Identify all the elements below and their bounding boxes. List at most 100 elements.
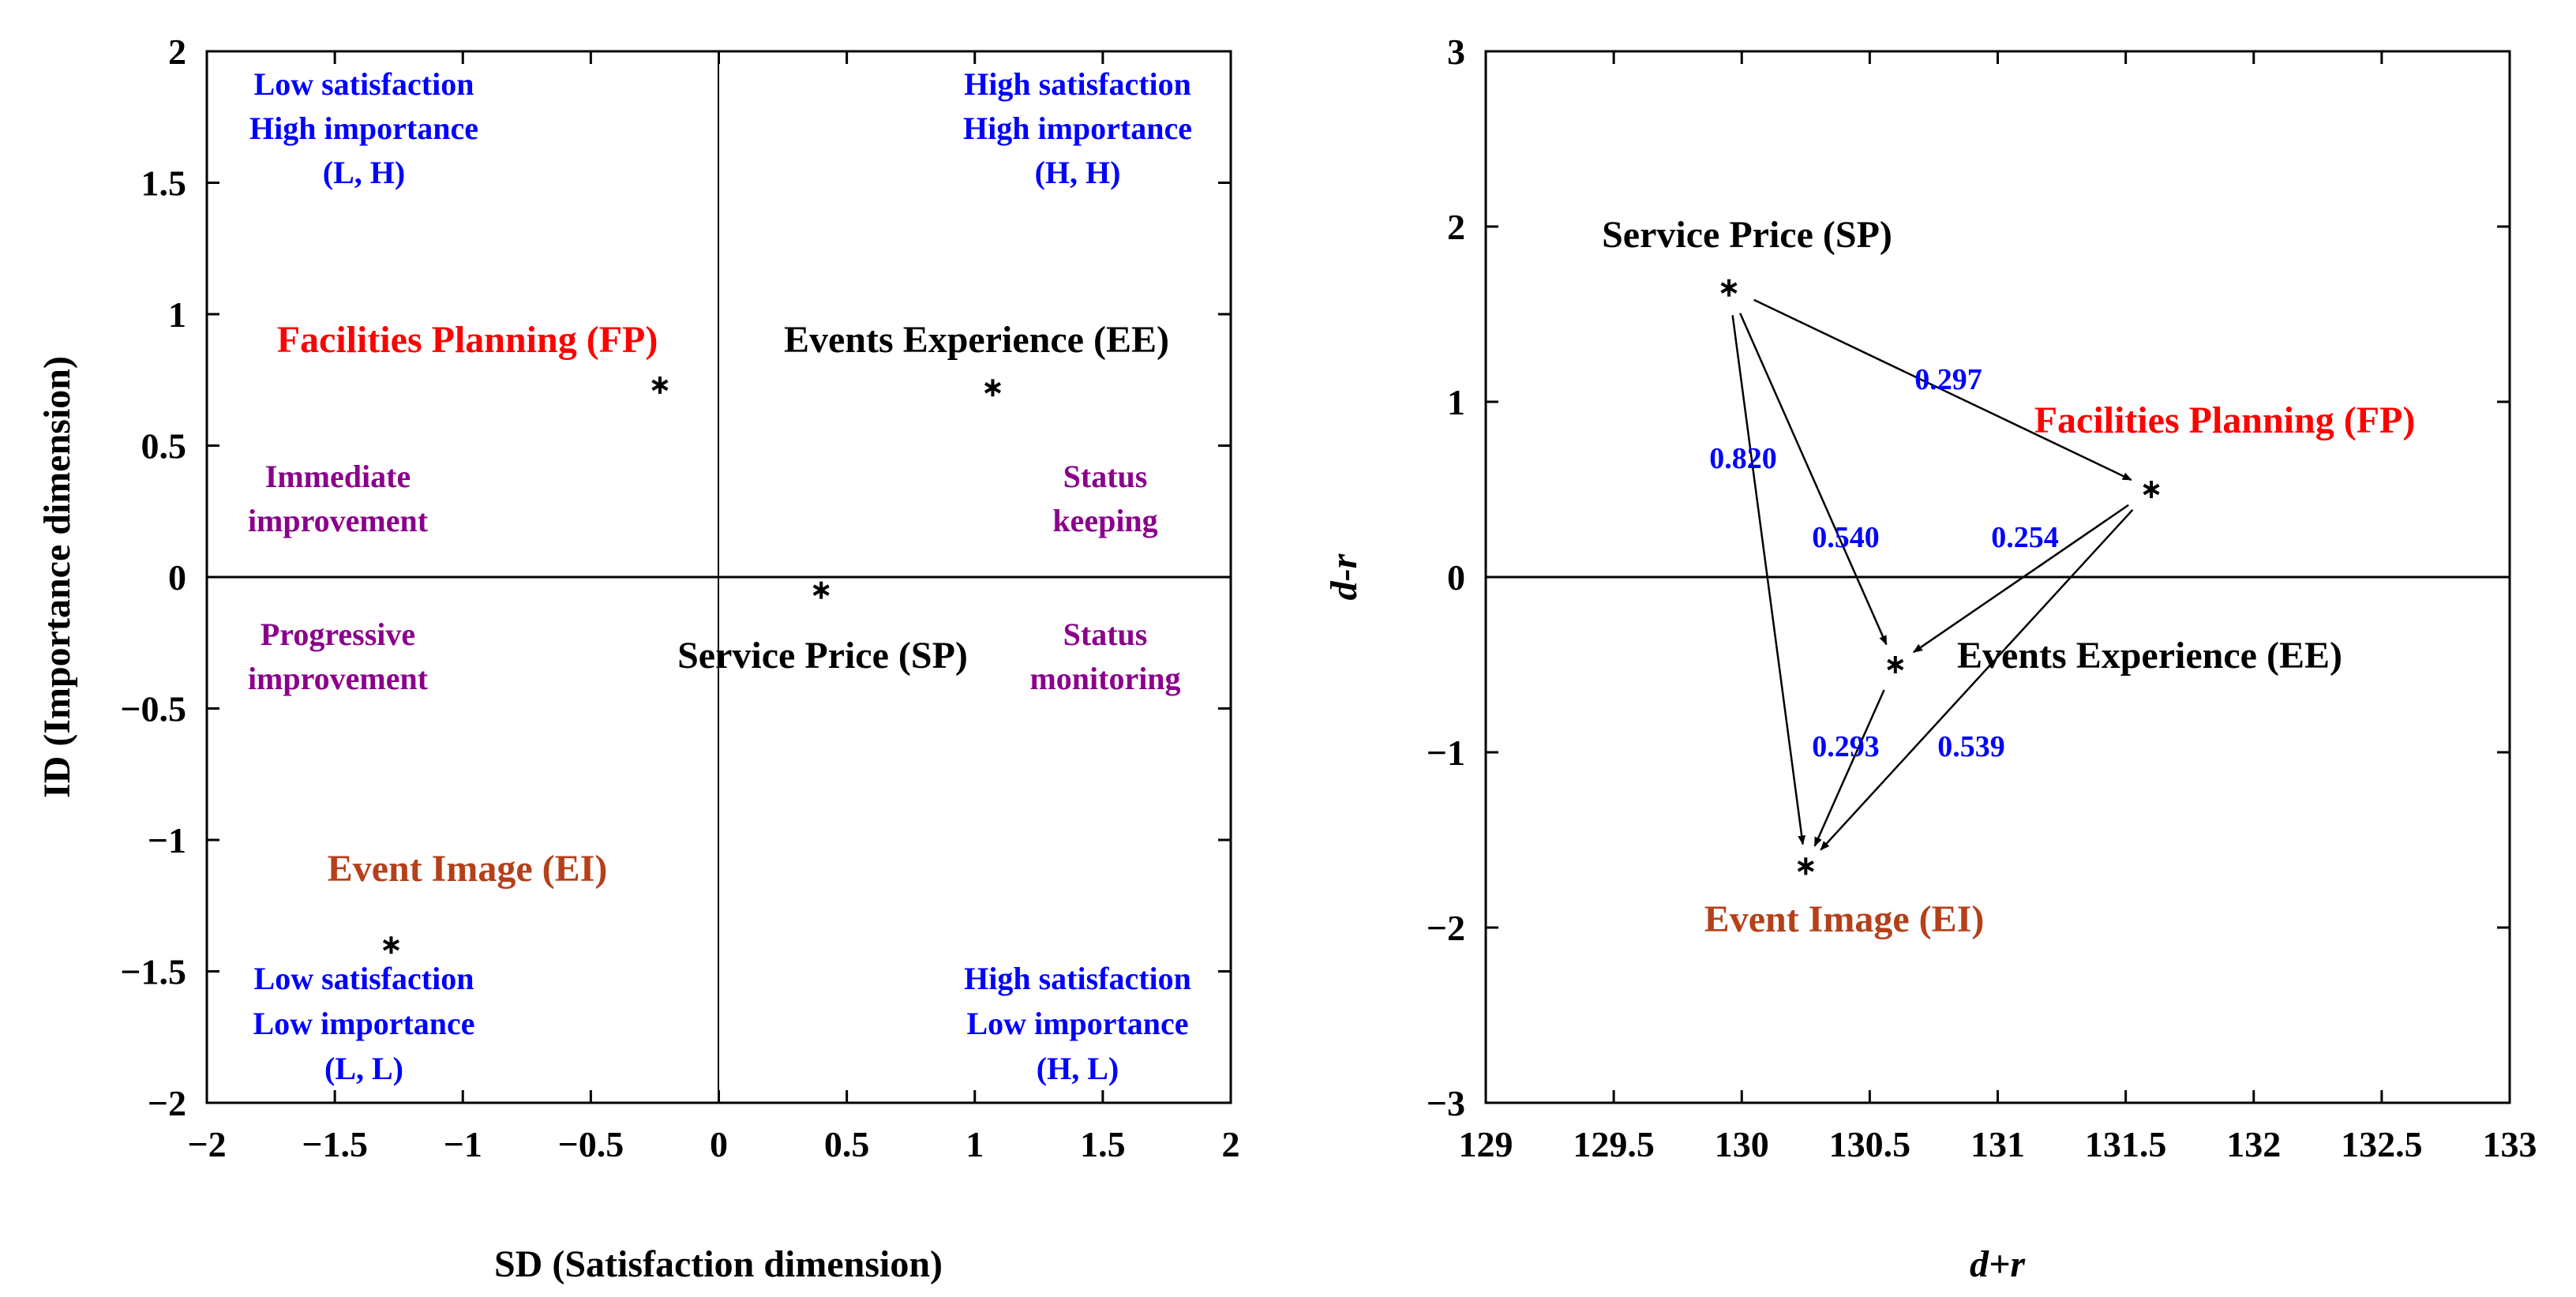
weight-label-sp-ee: 0.540 <box>1812 521 1880 554</box>
x-tick-labels: −2 −1.5 −1 −0.5 0 0.5 1 1.5 2 <box>187 1124 1239 1164</box>
x-tick-label: 0.5 <box>824 1124 870 1164</box>
quadrant-bottom-right: High satisfaction Low importance (H, L) <box>964 961 1191 1086</box>
y-tick-label: 1 <box>168 294 186 335</box>
y-tick-label: −1 <box>148 820 186 860</box>
quadrant-text: (L, H) <box>323 155 405 190</box>
weight-label-fp-ee: 0.254 <box>1991 521 2059 554</box>
data-point-marker <box>382 936 399 954</box>
x-tick-label: 0 <box>710 1124 728 1164</box>
x-tick-label: 130 <box>1715 1124 1769 1164</box>
influence-arrows <box>1731 298 2134 851</box>
arrow-ee-ei <box>1813 689 1885 847</box>
arrow-fp-ei <box>1820 508 2134 851</box>
y-tick-label: −1 <box>1427 733 1465 773</box>
x-tick-label: 129.5 <box>1573 1124 1655 1164</box>
quadrant-text: (L, L) <box>324 1051 403 1086</box>
quadrant-text: High satisfaction <box>964 66 1191 102</box>
quadrant-bottom-left: Low satisfaction Low importance (L, L) <box>253 961 474 1086</box>
weight-label-sp-fp: 0.297 <box>1914 363 1982 396</box>
data-point-marker <box>1720 279 1738 297</box>
weight-label-fp-ei: 0.539 <box>1937 730 2005 763</box>
y-tick-labels: 2 1.5 1 0.5 0 −0.5 −1 −1.5 −2 <box>120 32 186 1123</box>
weight-label-sp-ei: 0.820 <box>1709 442 1777 475</box>
y-tick-label: −3 <box>1427 1083 1465 1123</box>
x-tick-label: 131.5 <box>2085 1124 2167 1164</box>
weight-labels: 0.297 0.820 0.540 0.254 0.293 0.539 <box>1709 363 2059 763</box>
data-point-marker <box>1887 656 1904 673</box>
data-point-marker <box>2143 481 2160 498</box>
quadrant-text: Low importance <box>966 1006 1188 1041</box>
quadrant-text: High importance <box>249 111 478 146</box>
y-tick-label: −0.5 <box>120 689 186 729</box>
y-tick-label: 0.5 <box>141 426 187 467</box>
y-axis-label: d-r <box>1323 553 1365 600</box>
quadrant-text: (H, L) <box>1037 1051 1119 1086</box>
y-tick-labels: 3 2 1 0 −1 −2 −3 <box>1427 32 1465 1123</box>
arrow-fp-ee <box>1913 504 2129 654</box>
data-point-marker <box>812 581 830 599</box>
data-point-marker <box>651 376 669 394</box>
x-tick-label: 133 <box>2483 1124 2537 1164</box>
y-tick-label: 0 <box>168 557 186 598</box>
y-tick-label: 2 <box>168 32 186 72</box>
x-tick-label: 132 <box>2226 1124 2281 1164</box>
y-tick-label: −1.5 <box>120 952 186 992</box>
strategy-text: keeping <box>1052 503 1157 538</box>
strategy-text: improvement <box>248 661 429 696</box>
x-tick-labels: 129 129.5 130 130.5 131 131.5 132 132.5 133 <box>1459 1124 2537 1164</box>
point-labels: Service Price (SP) Facilities Planning (… <box>1602 214 2415 940</box>
quadrant-top-left: Low satisfaction High importance (L, H) <box>249 66 478 190</box>
y-tick-label: 0 <box>1447 557 1465 598</box>
point-label-ei: Event Image (EI) <box>1704 898 1985 940</box>
y-tick-label: −2 <box>148 1083 186 1123</box>
point-label-sp: Service Price (SP) <box>1602 214 1892 256</box>
x-tick-label: −0.5 <box>558 1124 624 1164</box>
quadrant-text: High satisfaction <box>964 961 1191 996</box>
x-tick-label: 2 <box>1222 1124 1240 1164</box>
x-axis-label: SD (Satisfaction dimension) <box>494 1243 943 1285</box>
point-label-ee: Events Experience (EE) <box>784 319 1169 361</box>
y-axis-label: ID (Importance dimension) <box>36 356 78 798</box>
y-tick-label: 1 <box>1447 382 1465 422</box>
x-tick-label: 131 <box>1970 1124 2025 1164</box>
point-label-sp: Service Price (SP) <box>677 635 968 677</box>
x-tick-label: 130.5 <box>1829 1124 1911 1164</box>
tick-marks <box>1484 50 2511 1104</box>
data-points <box>1720 279 2160 875</box>
y-tick-label: 1.5 <box>141 163 187 204</box>
data-points <box>382 376 1001 954</box>
strategy-text: Status <box>1063 459 1148 494</box>
weight-label-ee-ei: 0.293 <box>1812 730 1880 763</box>
strategy-text: Progressive <box>261 617 415 652</box>
importance-satisfaction-chart: −2 −1.5 −1 −0.5 0 0.5 1 1.5 2 2 1.5 1 0.5 0 −0.5 −1 −1.… <box>36 32 1240 1285</box>
strategy-text: Immediate <box>265 459 411 494</box>
point-label-fp: Facilities Planning (FP) <box>2034 399 2416 441</box>
arrow-sp-fp <box>1753 298 2132 482</box>
y-tick-label: 2 <box>1447 207 1465 247</box>
point-label-fp: Facilities Planning (FP) <box>277 319 658 361</box>
quadrant-text: Low satisfaction <box>254 961 474 996</box>
quadrant-text: Low importance <box>253 1006 474 1041</box>
x-tick-label: −2 <box>187 1124 226 1164</box>
x-tick-label: −1.5 <box>302 1124 368 1164</box>
influence-relation-chart: 129 129.5 130 130.5 131 131.5 132 132.5 133 3 2 1 0… <box>1323 32 2537 1285</box>
point-label-ee: Events Experience (EE) <box>1957 635 2342 677</box>
x-tick-label: 129 <box>1459 1124 1513 1164</box>
arrow-sp-ee <box>1739 313 1888 646</box>
y-tick-label: −2 <box>1427 908 1465 948</box>
y-tick-label: 3 <box>1447 32 1465 72</box>
x-tick-label: 1 <box>966 1124 984 1164</box>
arrow-sp-ei <box>1731 315 1806 845</box>
x-tick-label: −1 <box>444 1124 482 1164</box>
quadrant-text: Low satisfaction <box>254 66 474 102</box>
x-axis-label: d+r <box>1970 1243 2026 1285</box>
x-tick-label: 132.5 <box>2341 1124 2423 1164</box>
quadrant-top-right: High satisfaction High importance (H, H) <box>963 66 1192 190</box>
strategy-text: improvement <box>248 503 429 538</box>
strategy-text: Status <box>1063 617 1148 652</box>
data-point-marker <box>984 379 1001 397</box>
point-labels: Facilities Planning (FP) Events Experien… <box>277 319 1169 890</box>
quadrant-text: (H, H) <box>1035 155 1121 190</box>
strategy-labels: Immediate improvement Status keeping Pro… <box>248 459 1181 696</box>
